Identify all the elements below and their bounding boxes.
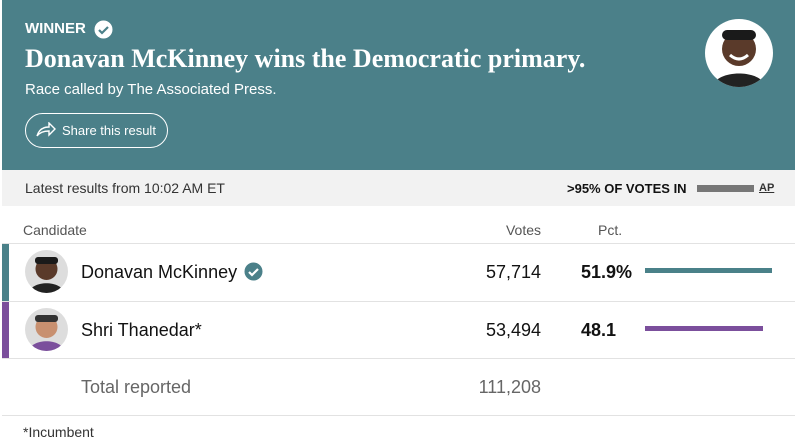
votes-in: >95% OF VOTES IN (567, 181, 687, 196)
divider (2, 358, 795, 359)
votes: 53,494 (485, 319, 541, 340)
votes-in-bar (697, 185, 754, 192)
candidate-name: Donavan McKinney (81, 262, 238, 282)
column-header: Pct. (598, 222, 623, 238)
portrait (29, 257, 64, 293)
status-bar: Latest results from 10:02 AM ET >95% OF … (2, 170, 795, 206)
latest-time: Latest results from 10:02 AM ET (25, 180, 225, 196)
winner-header: WINNER Donavan McKinney wins the Democra… (2, 0, 795, 170)
divider (2, 243, 795, 244)
column-header: Votes (505, 222, 541, 238)
percent: 51.9% (581, 262, 633, 282)
percent-bar (645, 325, 763, 331)
check-icon (94, 20, 113, 39)
portrait (713, 30, 765, 87)
divider (2, 300, 795, 302)
total-votes: 111,208 (478, 377, 541, 397)
candidate-photo (25, 250, 68, 293)
check-icon (244, 262, 263, 281)
candidate-name: Shri Thanedar* (81, 319, 202, 340)
footnote: *Incumbent (23, 424, 94, 440)
total-label: Total reported (81, 377, 192, 397)
percent-bar (645, 268, 773, 273)
winner-photo (705, 19, 773, 87)
divider (2, 415, 795, 416)
votes: 57,714 (485, 262, 541, 282)
winner-check (244, 262, 263, 281)
share-button[interactable]: Share this result (25, 113, 168, 148)
subtitle: Race called by The Associated Press. (25, 81, 277, 98)
source: AP (759, 182, 775, 194)
headline: Donavan McKinney wins the Democratic pri… (25, 44, 586, 73)
candidate-photo (25, 307, 68, 351)
party-strip (2, 301, 9, 358)
party-strip (2, 244, 9, 301)
percent: 48.1 (581, 319, 617, 340)
portrait (29, 314, 64, 351)
winner-label: WINNER (25, 20, 86, 37)
share-icon (36, 122, 56, 137)
column-header: Candidate (23, 222, 87, 238)
share-label: Share this result (62, 123, 156, 138)
